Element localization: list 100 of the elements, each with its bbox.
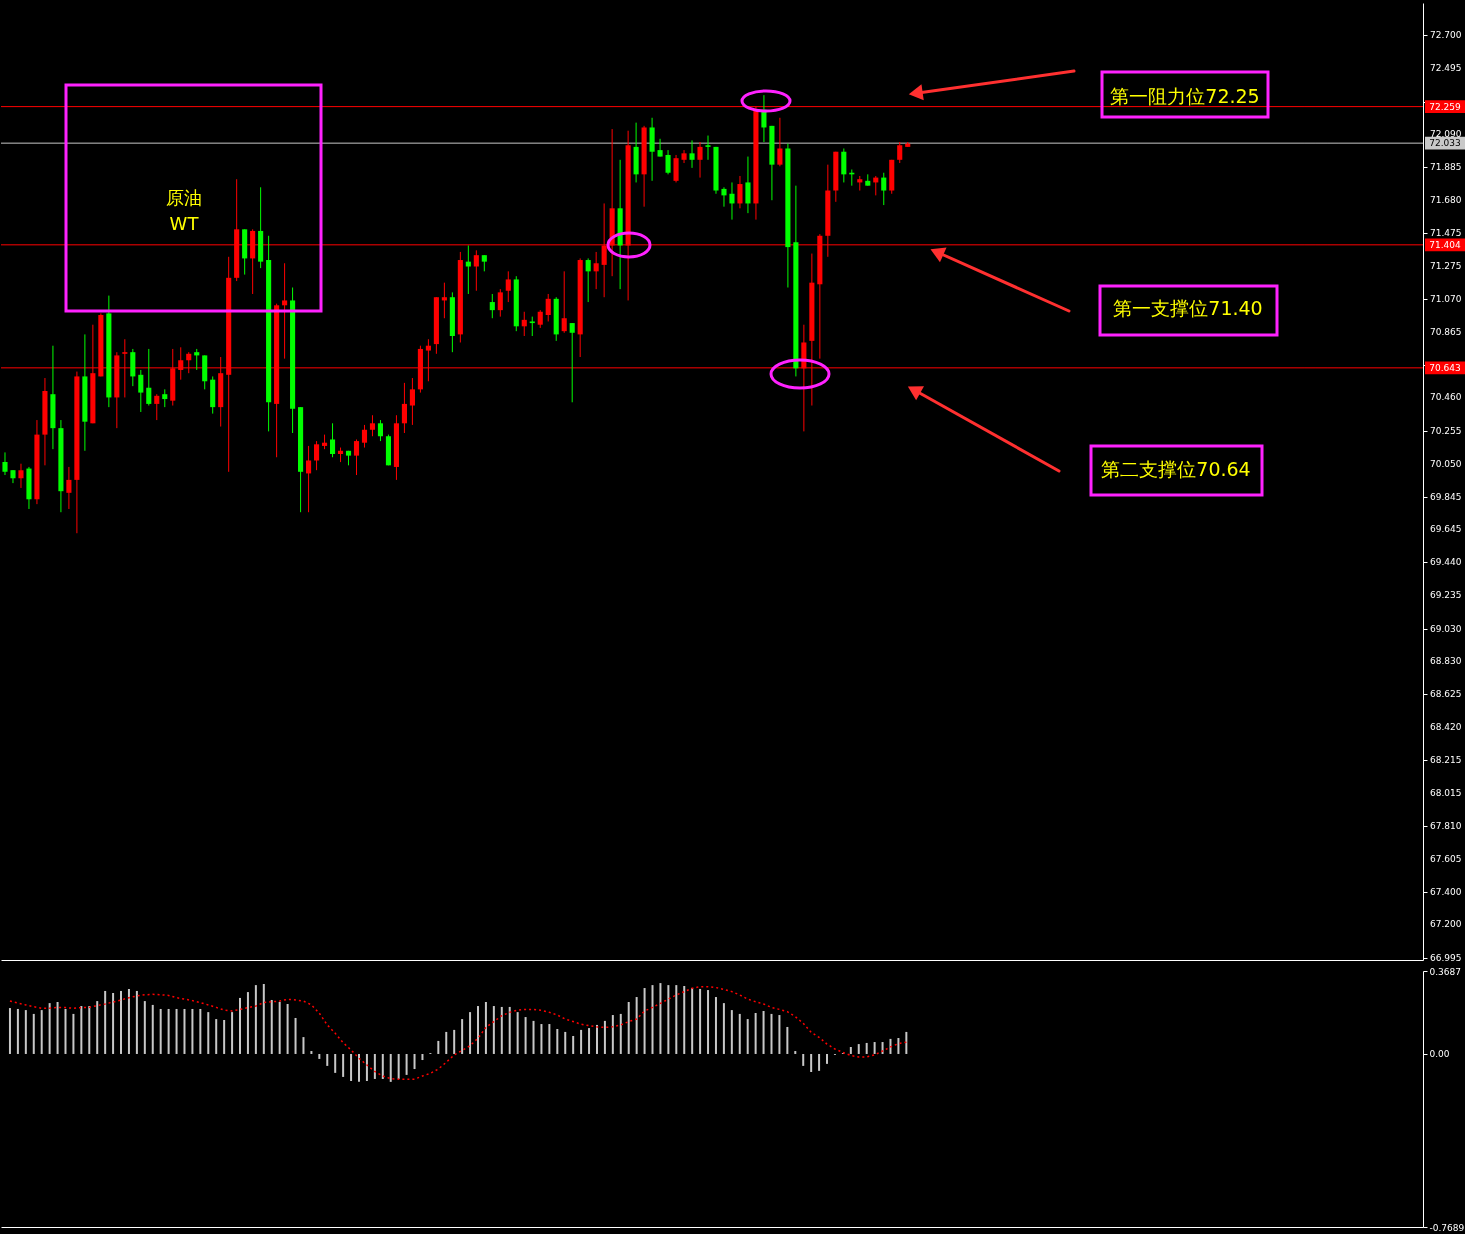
bar <box>564 1031 567 1054</box>
bar <box>96 1001 99 1054</box>
y-tick-label: 68.625 <box>1430 689 1462 700</box>
bar <box>350 1053 353 1081</box>
y-tick-label: 67.605 <box>1430 853 1462 864</box>
y-tick-label: 67.400 <box>1430 887 1462 898</box>
bar <box>595 1024 598 1054</box>
bar <box>619 1013 622 1054</box>
bar <box>508 1006 511 1054</box>
bar <box>151 1004 154 1054</box>
ref-line-label: 72.033 <box>1429 138 1461 149</box>
y-tick-label: 71.070 <box>1430 293 1462 304</box>
bar <box>254 985 257 1054</box>
candlestick <box>705 135 711 161</box>
bar <box>500 1006 503 1054</box>
candlestick <box>401 382 407 434</box>
candlestick <box>306 445 312 513</box>
line-series <box>9 985 908 1080</box>
ref-line-label: 72.259 <box>1429 101 1462 112</box>
y-tick-label: 69.845 <box>1430 491 1462 502</box>
candlestick <box>505 270 511 303</box>
bar <box>32 1013 35 1054</box>
bar <box>635 997 638 1054</box>
bar <box>318 1053 321 1059</box>
bar <box>326 1053 329 1066</box>
y-tick-label: 0.00 <box>1429 1049 1450 1060</box>
bar <box>556 1028 559 1054</box>
bar <box>342 1053 345 1077</box>
bar <box>532 1020 535 1054</box>
candlestick <box>697 141 703 179</box>
candlestick <box>497 288 503 318</box>
y-tick-label: 70.255 <box>1430 425 1462 436</box>
bar <box>80 1006 83 1054</box>
bar <box>461 1019 464 1054</box>
candlestick <box>777 117 783 167</box>
bar <box>104 990 107 1054</box>
candlestick <box>545 293 551 322</box>
candlestick <box>377 419 384 442</box>
ref-line-label: 70.643 <box>1429 362 1461 373</box>
bar <box>223 1019 226 1054</box>
bar <box>199 1008 202 1054</box>
bar <box>794 1051 797 1054</box>
candlestick <box>841 147 847 183</box>
bar <box>524 1017 527 1054</box>
y-tick-label: 71.475 <box>1430 228 1462 239</box>
bar <box>437 1040 440 1054</box>
y-tick-label: 66.995 <box>1430 952 1462 963</box>
candlestick <box>689 139 695 169</box>
bar <box>413 1053 416 1070</box>
bar <box>286 1004 289 1054</box>
bar <box>849 1046 852 1054</box>
y-tick-label: 70.865 <box>1430 326 1462 337</box>
bar <box>516 1012 519 1054</box>
y-tick-label: 70.050 <box>1430 458 1462 469</box>
bar <box>175 1008 178 1054</box>
ref-line-label: 71.404 <box>1429 239 1462 250</box>
candlestick <box>665 149 671 175</box>
bar <box>738 1013 741 1054</box>
y-tick-label: 0.3687 <box>1429 966 1461 977</box>
bar <box>889 1038 892 1054</box>
bar <box>683 986 686 1054</box>
bar <box>159 1008 162 1054</box>
y-tick-label: 69.440 <box>1430 557 1462 568</box>
candlestick <box>681 149 687 164</box>
bar <box>730 1010 733 1054</box>
bar <box>16 1008 19 1054</box>
bar <box>191 1008 194 1054</box>
candlestick <box>521 311 527 337</box>
candlestick <box>353 438 360 476</box>
bar <box>476 1006 479 1054</box>
candlestick <box>561 270 567 334</box>
bar <box>492 1006 495 1054</box>
bar <box>48 1003 51 1054</box>
y-tick-label: 68.015 <box>1430 787 1462 798</box>
y-tick-label: 72.700 <box>1430 30 1462 41</box>
bar <box>643 988 646 1054</box>
candlestick <box>369 414 376 437</box>
candlestick <box>361 424 368 449</box>
bar <box>572 1035 575 1054</box>
bar <box>143 1001 146 1054</box>
bar <box>881 1042 884 1054</box>
y-tick-label: 72.090 <box>1430 128 1462 139</box>
bar <box>588 1028 591 1054</box>
bar <box>675 985 678 1054</box>
candlestick <box>489 293 495 319</box>
bar <box>857 1044 860 1054</box>
bar <box>802 1053 805 1066</box>
bar <box>358 1053 360 1082</box>
bar <box>56 1001 59 1054</box>
bar <box>239 997 242 1054</box>
candlestick <box>737 175 743 209</box>
y-tick-label: 67.810 <box>1430 820 1462 831</box>
bar <box>707 990 710 1054</box>
bar <box>826 1053 829 1064</box>
candlestick <box>729 181 735 221</box>
bar <box>24 1010 27 1054</box>
bar <box>397 1053 400 1079</box>
candlestick <box>409 377 415 426</box>
candlestick <box>569 322 575 403</box>
bar <box>905 1031 908 1054</box>
